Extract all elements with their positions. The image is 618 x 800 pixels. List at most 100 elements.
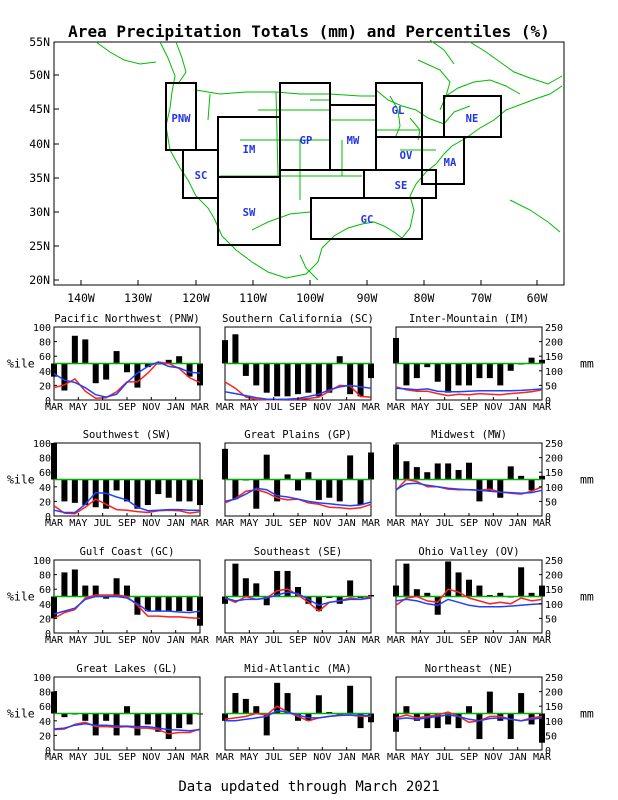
percentile-bar (155, 713, 162, 732)
percentile-bar (71, 335, 78, 364)
percentile-bar (507, 466, 514, 480)
normal-total-line (225, 709, 371, 722)
percentile-bar (222, 448, 228, 480)
y2-tick-label: 50 (545, 381, 557, 392)
percentile-bar (165, 713, 172, 740)
percentile-bar (413, 363, 420, 379)
percentile-bar (476, 713, 483, 740)
x-tick-label: JAN (167, 752, 185, 763)
x-tick-label: MAR (45, 635, 64, 646)
y-tick-label: 20 (39, 497, 51, 508)
percentile-bar (51, 363, 57, 377)
panel-gp: Great Plains (GP) MAR MAY JUL SEP NOV JAN MAR (216, 429, 381, 529)
map-outline (213, 217, 323, 279)
map-outline (299, 254, 319, 281)
percentile-bar (124, 585, 130, 597)
percentile-bar (176, 596, 183, 612)
x-tick-label: MAR (362, 752, 381, 763)
percentile-bar (455, 363, 462, 386)
y2-tick-label: 100 (545, 600, 563, 611)
region-label-mw: MW (347, 135, 360, 147)
x-tick-label: JAN (338, 402, 356, 413)
x-tick-label: MAR (191, 752, 210, 763)
percentile-bar (284, 693, 291, 714)
percentile-bar (263, 363, 270, 393)
lon-label: 140W (67, 291, 95, 305)
percentile-bar (186, 713, 193, 725)
y-tick-label: 20 (39, 731, 51, 742)
y2-tick-label: 200 (545, 571, 563, 582)
left-axis-unit: %ile (7, 357, 35, 371)
percentile-bar (222, 340, 228, 364)
x-tick-label: MAR (216, 518, 235, 529)
panel-title: Inter-Mountain (IM) (409, 313, 529, 325)
region-label-ov: OV (400, 150, 413, 162)
x-tick-label: JAN (509, 518, 527, 529)
y2-tick-label: 0 (545, 746, 551, 757)
x-tick-label: MAR (533, 402, 552, 413)
percentile-bar (393, 337, 399, 364)
percentile-bar (263, 596, 270, 606)
map-outline (95, 41, 157, 65)
y-tick-label: 60 (39, 352, 51, 363)
percentile-bar (336, 479, 343, 502)
region-label-gl: GL (392, 105, 405, 117)
region-label-sc: SC (195, 170, 208, 182)
map-outline (429, 39, 455, 65)
percentile-bar (144, 479, 151, 506)
percentile-bar (274, 479, 281, 502)
x-tick-label: MAR (362, 635, 381, 646)
percentile-bar (61, 713, 68, 718)
normal-total-line (395, 387, 543, 393)
x-tick-label: MAY (69, 402, 87, 413)
percentile-bar (476, 585, 483, 597)
y-tick-label: 80 (39, 454, 51, 465)
percentile-bar (103, 596, 110, 599)
normal-total-line (395, 598, 543, 608)
percentile-bar (103, 713, 110, 721)
y-tick-label: 60 (39, 585, 51, 596)
x-tick-label: SEP (118, 518, 136, 529)
y2-tick-label: 250 (545, 556, 563, 567)
percentile-bar (347, 580, 354, 597)
percentile-bar (455, 572, 462, 597)
percentile-bar (274, 570, 281, 597)
x-tick-label: MAY (411, 635, 429, 646)
normal-total-line (53, 491, 200, 514)
observed-total-line (224, 588, 372, 613)
percentile-bar (539, 713, 545, 743)
region-box-gp (279, 82, 331, 171)
percentile-bar (165, 596, 172, 612)
lat-label: 50N (29, 68, 50, 82)
percentile-bar (326, 479, 333, 498)
percentile-bar (113, 351, 120, 364)
figure-title: Area Precipitation Totals (mm) and Perce… (68, 22, 550, 41)
x-tick-label: NOV (142, 402, 160, 413)
x-tick-label: MAR (387, 635, 406, 646)
percentile-bar (518, 567, 525, 597)
y2-tick-label: 100 (545, 483, 563, 494)
normal-total-line (395, 482, 543, 494)
normal-total-line (53, 595, 201, 615)
x-tick-label: SEP (118, 635, 136, 646)
y-tick-label: 80 (39, 688, 51, 699)
x-tick-label: SEP (118, 752, 136, 763)
y-tick-label: 60 (39, 468, 51, 479)
x-tick-label: SEP (118, 402, 136, 413)
observed-total-line (53, 498, 201, 515)
percentile-bar (61, 479, 68, 502)
lon-label: 110W (239, 291, 267, 305)
lat-label: 40N (29, 137, 50, 151)
x-tick-label: JAN (167, 402, 185, 413)
percentile-bar (315, 596, 322, 612)
percentile-bar (315, 479, 322, 500)
y2-tick-label: 250 (545, 323, 563, 334)
percentile-bar (242, 578, 249, 597)
percentile-bar (165, 359, 172, 364)
y2-tick-label: 0 (545, 629, 551, 640)
percentile-bar (274, 682, 281, 714)
x-tick-label: NOV (142, 752, 160, 763)
x-tick-label: MAR (191, 635, 210, 646)
observed-total-line (395, 386, 543, 397)
y-tick-label: 0 (45, 746, 51, 757)
